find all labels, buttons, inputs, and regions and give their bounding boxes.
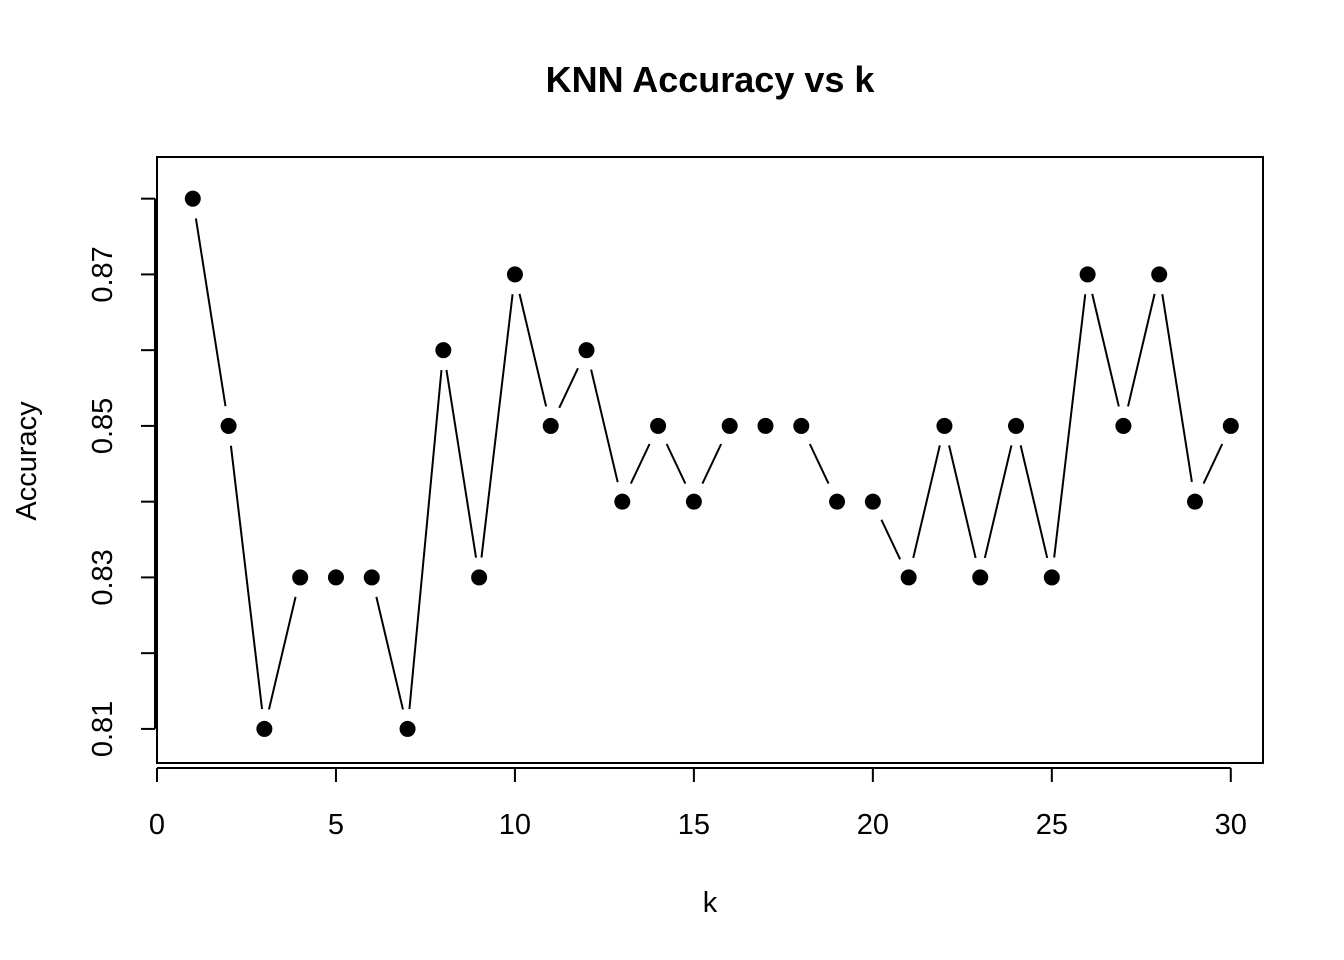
x-tick-label: 10 [499, 809, 531, 841]
data-point [1115, 417, 1132, 434]
x-tick-label: 20 [857, 809, 889, 841]
series-segment [1091, 293, 1120, 407]
data-point [1151, 266, 1168, 283]
data-point [542, 417, 559, 434]
series-segment [701, 443, 723, 485]
plot-frame [156, 156, 1264, 764]
data-point [1043, 569, 1060, 586]
series-segment [1202, 443, 1224, 485]
x-tick-label: 0 [149, 809, 165, 841]
data-point [1186, 493, 1203, 510]
series-segment [948, 445, 977, 559]
series-points [184, 190, 1239, 737]
data-point [936, 417, 953, 434]
data-point [685, 493, 702, 510]
data-point [327, 569, 344, 586]
data-point [435, 342, 452, 359]
data-point [184, 190, 201, 207]
series-segment [229, 445, 264, 710]
series-segment [1053, 294, 1087, 558]
data-point [864, 493, 881, 510]
x-tick-label: 25 [1036, 809, 1068, 841]
data-point [292, 569, 309, 586]
series-segment [590, 369, 619, 483]
series-segment [268, 596, 297, 710]
series-segment [480, 294, 514, 558]
series-segment [558, 367, 579, 409]
y-tick-label: 0.83 [87, 549, 119, 605]
data-point [578, 342, 595, 359]
series-segment [912, 445, 941, 559]
data-point [256, 720, 273, 737]
series-segment [408, 369, 443, 710]
series-segment [1161, 294, 1193, 483]
y-axis-label: Accuracy [11, 401, 43, 521]
data-point [793, 417, 810, 434]
series-segment [518, 293, 548, 407]
x-axis: 0 5 10 15 20 25 30 [149, 767, 1247, 841]
data-point [1079, 266, 1096, 283]
y-tick-label: 0.85 [87, 398, 119, 454]
series-segment [194, 218, 227, 407]
data-point [757, 417, 774, 434]
data-point [721, 417, 738, 434]
series-segment [880, 519, 902, 560]
data-point [900, 569, 917, 586]
series-line [194, 218, 1224, 710]
series-segment [1127, 293, 1156, 407]
series-segment [1019, 445, 1049, 559]
series-segment [983, 445, 1013, 559]
chart-title: KNN Accuracy vs k [546, 59, 876, 100]
data-point [614, 493, 631, 510]
series-segment [665, 443, 687, 485]
data-point [506, 266, 523, 283]
data-point [829, 493, 846, 510]
data-point [220, 417, 237, 434]
data-point [972, 569, 989, 586]
x-tick-label: 5 [328, 809, 344, 841]
data-point [399, 720, 416, 737]
data-point [1222, 417, 1239, 434]
y-axis: 0.81 0.83 0.85 0.87 [87, 197, 156, 757]
y-tick-label: 0.81 [87, 701, 119, 757]
series-segment [445, 369, 478, 558]
x-tick-label: 15 [678, 809, 710, 841]
x-tick-label: 30 [1215, 809, 1247, 841]
series-segment [629, 443, 651, 485]
series-segment [375, 596, 404, 710]
series-segment [808, 443, 830, 485]
x-axis-label: k [703, 887, 718, 919]
y-tick-label: 0.87 [87, 246, 119, 302]
data-point [471, 569, 488, 586]
data-point [363, 569, 380, 586]
data-point [650, 417, 667, 434]
data-point [1008, 417, 1025, 434]
